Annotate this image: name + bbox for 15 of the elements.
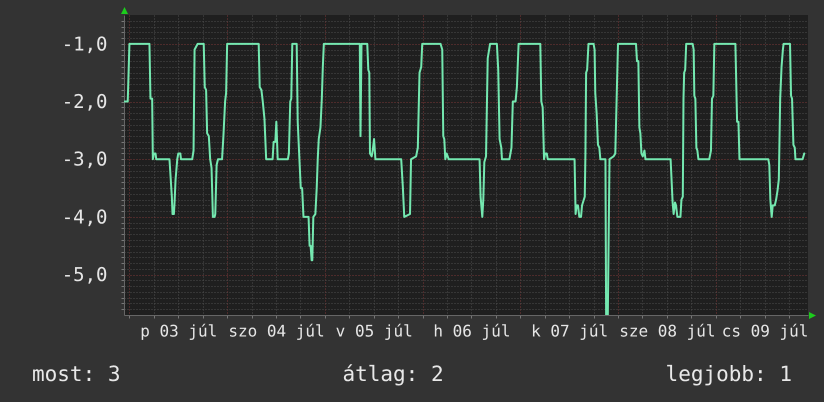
y-tick-label: -5,0 <box>62 264 108 286</box>
x-tick-label: cs 09 júl <box>722 322 808 340</box>
y-tick-label: -1,0 <box>62 33 108 56</box>
text: átlag: 2 <box>342 362 444 386</box>
y-tick-label: -2,0 <box>62 91 108 114</box>
x-tick-label: k 07 júl <box>531 322 608 340</box>
x-tick-label: v 05 júl <box>336 322 413 340</box>
text: most: 3 <box>32 362 121 386</box>
text: legjobb: 1 <box>666 362 792 386</box>
x-tick-label: p 03 júl <box>140 322 218 340</box>
y-tick-label: -4,0 <box>62 206 108 228</box>
x-tick-label: szo 04 júl <box>228 322 325 340</box>
x-tick-label: h 06 júl <box>433 322 510 340</box>
x-tick-label: sze 08 júl <box>619 322 716 340</box>
y-tick-label: -3,0 <box>62 148 108 171</box>
